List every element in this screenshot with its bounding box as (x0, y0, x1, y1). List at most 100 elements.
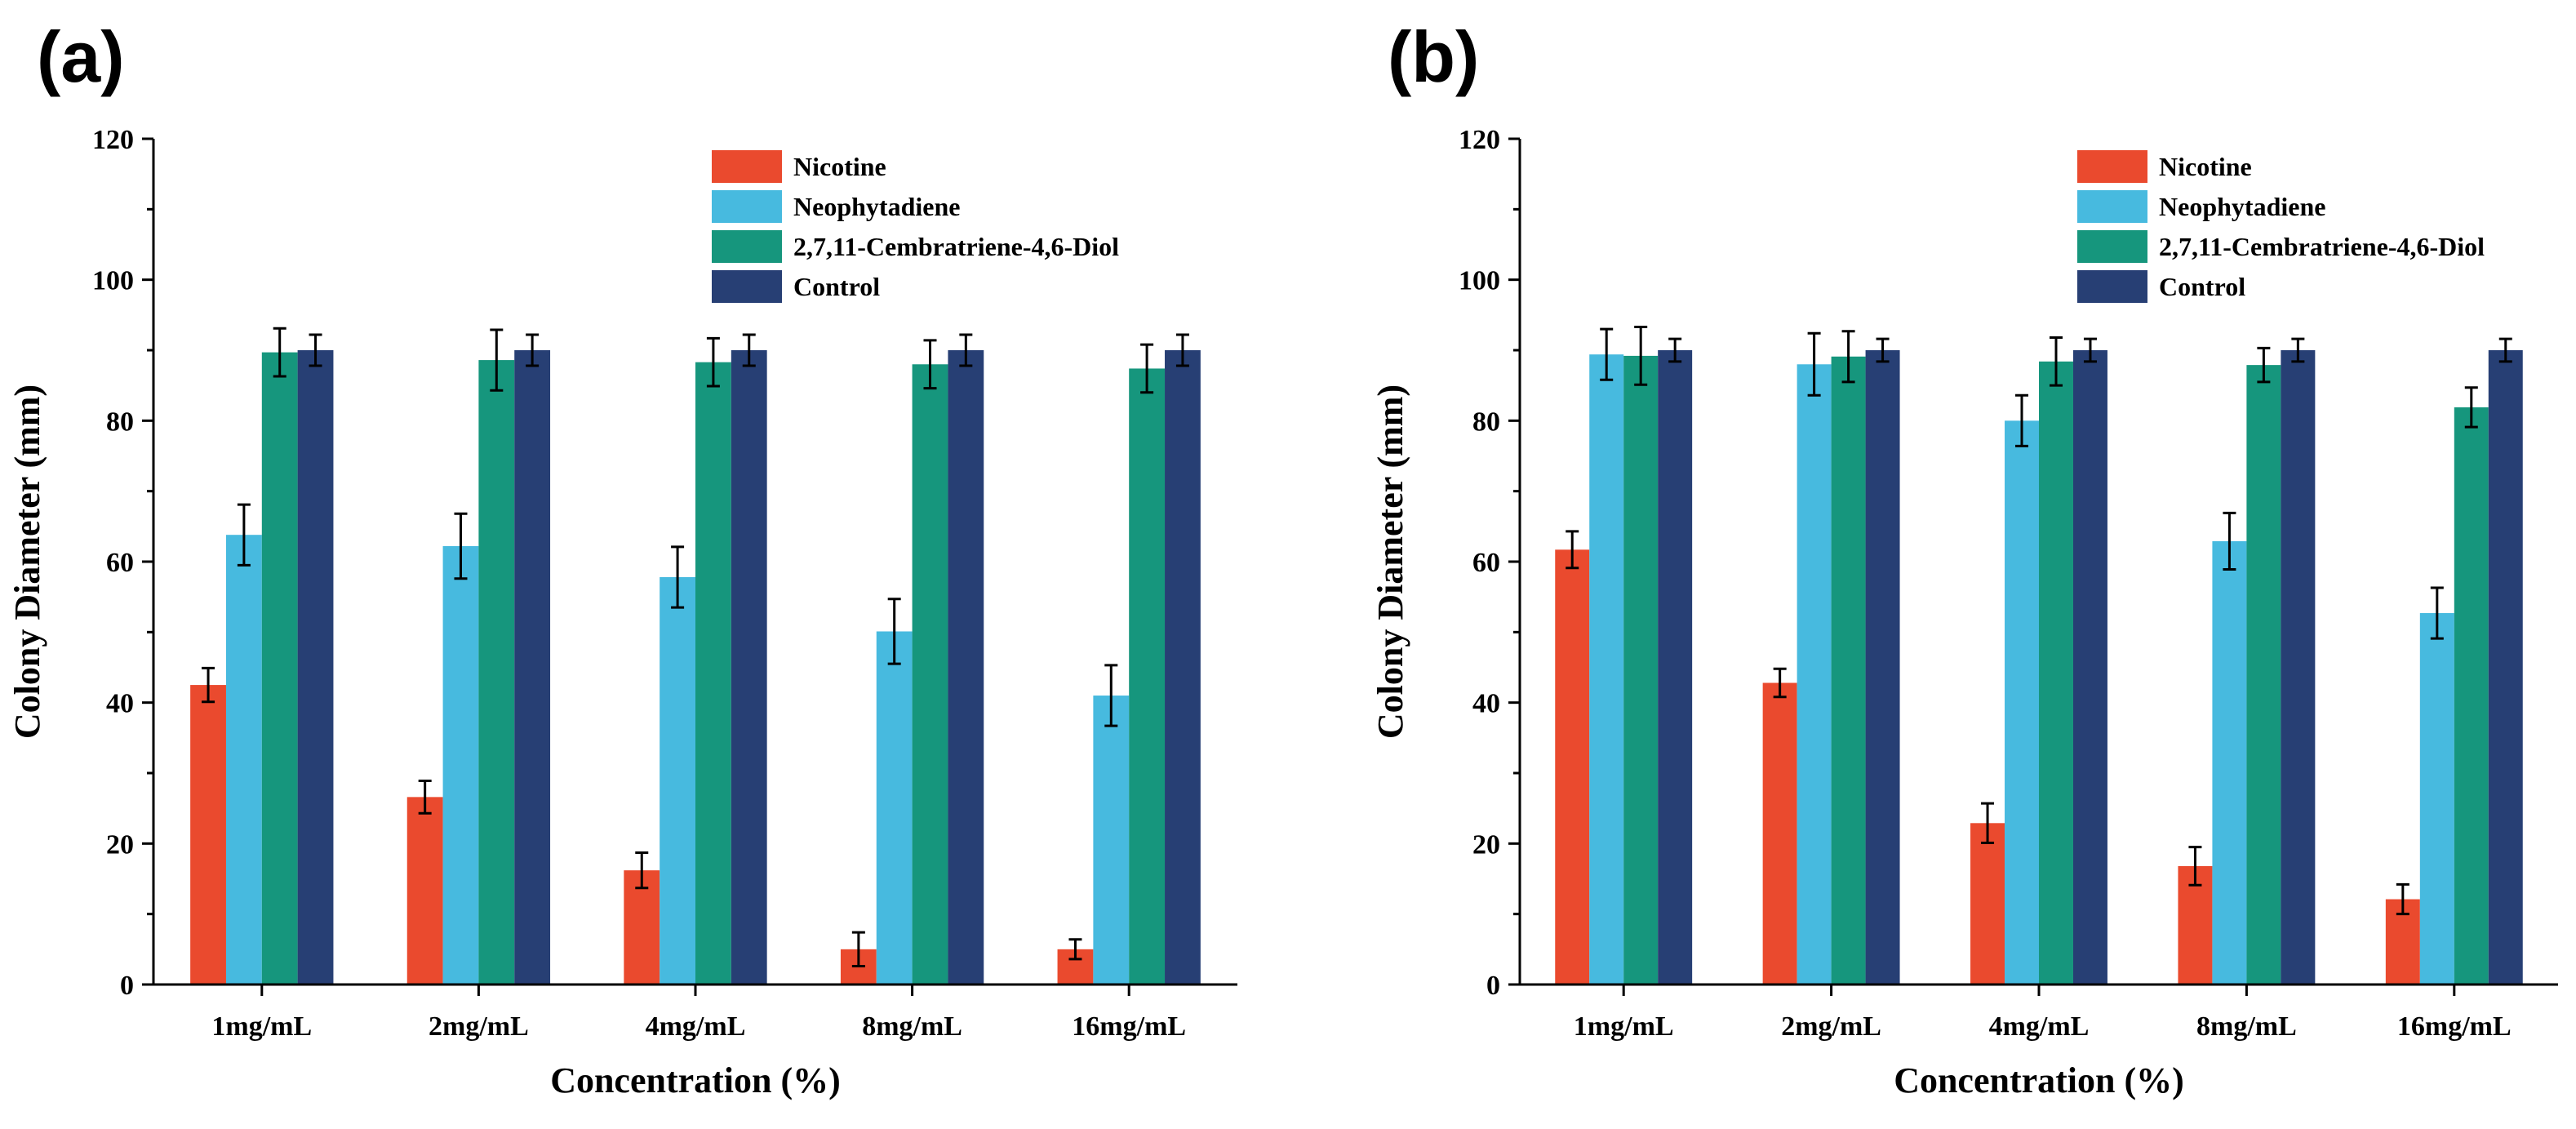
y-tick-label: 80 (106, 407, 134, 437)
legend: Nicotine Neophytadiene 2,7,11-Cembratriene… (712, 150, 1119, 303)
error-bar (418, 779, 432, 815)
error-bar (1807, 331, 1821, 397)
y-tick-label: 120 (92, 125, 134, 155)
bar-nicotine-2 (1970, 823, 2005, 985)
error-bar (1600, 327, 1614, 381)
bar-neophytadiene-1 (1797, 364, 1832, 985)
y-tick-label: 20 (1472, 829, 1500, 860)
bar-control-4 (1165, 350, 1201, 985)
chart-panel-0: (a) 0 20 40 60 80 100 120 1mg/mL 2mg/mL 4mg/mL 8mg/… (7, 16, 1237, 1100)
bar-2-7-11-cembratriene-4-6-diol-1 (1831, 356, 1866, 985)
error-bar (2498, 337, 2512, 363)
error-bar (2223, 511, 2236, 571)
legend: Nicotine Neophytadiene 2,7,11-Cembratriene… (2077, 150, 2485, 303)
y-tick-label: 120 (1459, 125, 1500, 155)
x-tick-label: 1mg/mL (1574, 1011, 1674, 1042)
bar-control-1 (1865, 350, 1900, 985)
x-tick-label: 16mg/mL (2397, 1011, 2512, 1042)
error-bar (1841, 330, 1855, 384)
y-tick-label: 40 (106, 689, 134, 719)
legend-swatch (712, 230, 782, 263)
error-bar (1981, 802, 1995, 844)
error-bar (887, 598, 901, 665)
bar-control-4 (2488, 350, 2523, 985)
y-tick-label: 0 (1486, 971, 1500, 1001)
bar-control-0 (297, 350, 334, 985)
bar-neophytadiene-0 (1589, 354, 1624, 985)
error-bar (959, 333, 973, 367)
error-bar (273, 327, 286, 378)
error-bar (1634, 326, 1648, 386)
legend-swatch (2077, 190, 2147, 223)
legend-swatch (2077, 270, 2147, 303)
bar-neophytadiene-4 (2419, 613, 2454, 985)
error-bar (1668, 337, 1682, 363)
y-tick-label: 100 (92, 266, 134, 296)
bar-neophytadiene-0 (225, 535, 262, 985)
legend-swatch (2077, 150, 2147, 183)
bar-neophytadiene-3 (876, 631, 913, 985)
panel-label: (b) (1388, 16, 1479, 97)
y-tick-label: 80 (1472, 407, 1500, 437)
error-bar (2396, 882, 2409, 916)
x-tick-label: 8mg/mL (862, 1011, 962, 1042)
y-axis-title: Colony Diameter (mm) (7, 384, 47, 739)
bar-control-2 (731, 350, 767, 985)
error-bar (2188, 846, 2202, 887)
error-bar (851, 931, 865, 968)
error-bar (671, 545, 685, 609)
error-bar (1104, 664, 1118, 727)
bar-nicotine-1 (1762, 682, 1797, 985)
bar-control-3 (2281, 350, 2316, 985)
x-tick-label: 1mg/mL (211, 1011, 312, 1042)
error-bar (706, 336, 720, 388)
legend-swatch (712, 150, 782, 183)
error-bar (635, 851, 649, 890)
y-tick-label: 0 (120, 971, 134, 1001)
bar-2-7-11-cembratriene-4-6-diol-3 (912, 364, 948, 985)
panel-label: (a) (37, 16, 125, 97)
x-tick-label: 16mg/mL (1072, 1011, 1186, 1042)
error-bar (454, 512, 468, 580)
y-tick-label: 100 (1459, 266, 1500, 296)
bar-nicotine-1 (406, 797, 443, 985)
bar-control-2 (2072, 350, 2107, 985)
error-bar (2430, 586, 2444, 640)
y-tick-label: 20 (106, 829, 134, 860)
bar-2-7-11-cembratriene-4-6-diol-4 (1129, 368, 1166, 985)
bar-2-7-11-cembratriene-4-6-diol-1 (478, 360, 515, 985)
x-tick-label: 8mg/mL (2196, 1011, 2297, 1042)
error-bar (2015, 393, 2029, 447)
error-bar (2464, 386, 2478, 429)
x-tick-label: 2mg/mL (1781, 1011, 1881, 1042)
x-axis-title: Concentration (%) (1894, 1060, 2184, 1100)
bar-control-0 (1658, 350, 1693, 985)
bar-neophytadiene-3 (2212, 540, 2247, 985)
bar-2-7-11-cembratriene-4-6-diol-2 (695, 362, 731, 985)
error-bar (202, 666, 215, 704)
error-bar (742, 333, 756, 367)
error-bar (1566, 530, 1579, 570)
chart-panel-1: (b) 0 20 40 60 80 100 120 1mg/mL 2mg/mL 4mg/mL 8mg/… (1370, 16, 2558, 1100)
legend-swatch (712, 190, 782, 223)
bar-2-7-11-cembratriene-4-6-diol-2 (2039, 361, 2073, 985)
y-tick-label: 60 (106, 548, 134, 578)
error-bar (2083, 337, 2097, 363)
bar-nicotine-0 (190, 685, 226, 985)
error-bar (2257, 346, 2271, 384)
bar-nicotine-2 (624, 870, 660, 985)
legend-swatch (2077, 230, 2147, 263)
legend-label: Control (793, 272, 880, 301)
error-bar (526, 333, 540, 367)
legend-swatch (712, 270, 782, 303)
bar-neophytadiene-4 (1093, 696, 1130, 985)
bar-2-7-11-cembratriene-4-6-diol-0 (1623, 355, 1659, 985)
error-bar (1876, 337, 1890, 363)
x-tick-label: 4mg/mL (646, 1011, 746, 1042)
x-axis-title: Concentration (%) (550, 1060, 841, 1100)
legend-label: Control (2159, 272, 2245, 301)
legend-label: Neophytadiene (2159, 192, 2325, 221)
legend-label: 2,7,11-Cembratriene-4,6-Diol (793, 232, 1119, 261)
legend-label: 2,7,11-Cembratriene-4,6-Diol (2159, 232, 2485, 261)
error-bar (237, 503, 251, 567)
